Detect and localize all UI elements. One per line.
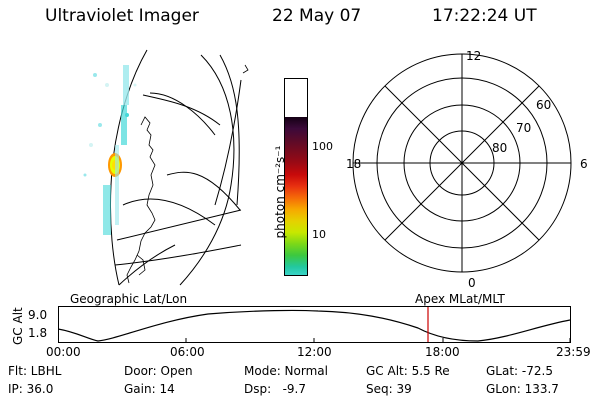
colorbar-gradient xyxy=(285,117,307,275)
status-glon: GLon: 133.7 xyxy=(486,382,559,396)
polar-diagonal-2 xyxy=(384,85,540,241)
geographic-grid xyxy=(109,49,242,286)
x-tick-2359: 23:59 xyxy=(556,345,591,359)
mlt-label-bottom: 0 xyxy=(468,276,476,290)
colorbar-tick-100: 100 xyxy=(312,140,333,153)
status-ip: IP: 36.0 xyxy=(8,382,54,396)
coastline xyxy=(126,64,249,284)
mlt-label-top: 12 xyxy=(466,49,481,63)
status-gc-alt: GC Alt: 5.5 Re xyxy=(366,364,450,378)
aurora-emission xyxy=(83,65,137,235)
timeline-y-axis-label: GC Alt xyxy=(11,307,25,345)
altitude-timeline-plot xyxy=(58,306,571,343)
status-seq: Seq: 39 xyxy=(366,382,412,396)
mlt-label-right: 6 xyxy=(580,157,588,171)
time-label: 17:22:24 UT xyxy=(432,6,537,26)
timeline-frame xyxy=(58,306,571,343)
x-tick-1200: 12:00 xyxy=(297,345,332,359)
status-filter: Flt: LBHL xyxy=(8,364,62,378)
timeline-left-title: Geographic Lat/Lon xyxy=(70,292,188,306)
lat-label-70: 70 xyxy=(516,121,531,135)
status-mode: Mode: Normal xyxy=(244,364,328,378)
x-tick-0000: 00:00 xyxy=(46,345,81,359)
status-gain: Gain: 14 xyxy=(124,382,175,396)
lat-label-80: 80 xyxy=(492,141,507,155)
geographic-image-panel xyxy=(83,49,249,286)
mlt-label-left: 18 xyxy=(346,157,361,171)
timeline-y-tick-high: 9.0 xyxy=(28,308,48,322)
altitude-curve xyxy=(58,309,571,342)
status-dsp: Dsp: -9.7 xyxy=(244,382,307,396)
lat-label-60: 60 xyxy=(536,98,551,112)
status-door: Door: Open xyxy=(124,364,193,378)
x-tick-1800: 18:00 xyxy=(425,345,460,359)
colorbar-tick-10: 10 xyxy=(312,228,326,241)
status-glat: GLat: -72.5 xyxy=(486,364,553,378)
timeline-right-title: Apex MLat/MLT xyxy=(415,292,505,306)
colorbar-unit-label: photon cm⁻²s⁻¹ xyxy=(273,145,287,239)
timeline-y-tick-low: 1.8 xyxy=(28,326,48,340)
instrument-title: Ultraviolet Imager xyxy=(45,6,199,26)
polar-grid-plot: 12 6 0 18 60 70 80 xyxy=(346,49,588,290)
x-tick-0600: 06:00 xyxy=(170,345,205,359)
colorbar xyxy=(284,78,308,276)
date-label: 22 May 07 xyxy=(272,6,362,26)
